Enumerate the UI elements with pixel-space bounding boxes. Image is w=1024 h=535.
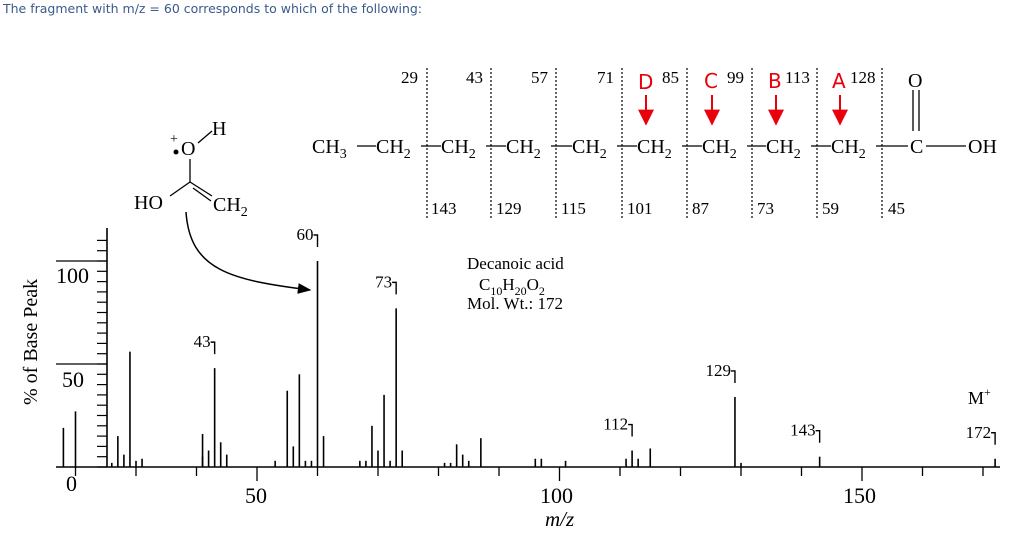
fragment-mass-top: 71 <box>597 68 614 87</box>
cleavage-lines <box>426 68 883 218</box>
fragment-mass-top: 85 <box>662 68 679 87</box>
fragment-mass-bottom: 45 <box>888 199 905 218</box>
ion-charge: + <box>170 132 178 147</box>
radical-dot <box>173 149 179 155</box>
x-tick-label-50: 50 <box>245 483 267 508</box>
x-tick-label-150: 150 <box>843 483 876 508</box>
carboxyl-carbon: C <box>910 136 923 158</box>
bottom-fragment-masses: 143 129 115 101 87 73 59 45 <box>431 199 905 218</box>
compound-mol-wt: Mol. Wt.: 172 <box>467 294 563 313</box>
peak-label-hook <box>730 370 736 383</box>
x-axis-label: m/z <box>545 507 574 531</box>
peak-label-hook <box>991 432 996 445</box>
option-marker-d: D <box>638 70 653 94</box>
compound-name: Decanoic acid <box>467 254 564 273</box>
peak-label: 73 <box>375 272 392 291</box>
chain-group-ch2: CH2 <box>766 136 801 162</box>
fragment-mass-bottom: 59 <box>822 199 839 218</box>
chain-bonds <box>357 90 966 147</box>
peak-labels: 43 60 73 112 129 143 172 <box>194 225 996 445</box>
fragment-mass-bottom: 73 <box>757 199 774 218</box>
chain-group-ch2: CH2 <box>831 136 866 162</box>
ion-hydrogen: H <box>212 118 226 140</box>
mclafferty-ion-structure: H O + HO CH2 <box>134 118 312 294</box>
x-tick-label-100: 100 <box>540 483 573 508</box>
fragment-mass-bottom: 129 <box>496 199 522 218</box>
chain-group-ch2: CH2 <box>702 136 737 162</box>
option-marker-b: B <box>768 69 782 93</box>
option-marker-c: C <box>704 69 718 93</box>
fragment-mass-top: 29 <box>401 68 418 87</box>
top-fragment-masses: 29 43 57 71 85 99 113 128 <box>401 68 876 87</box>
peak-label-hook <box>210 341 216 355</box>
molecular-ion-label: M+ <box>968 385 991 408</box>
fragment-mass-top: 113 <box>785 68 810 87</box>
ion-hydroxyl: HO <box>134 192 163 214</box>
peak-label-hook <box>392 281 397 295</box>
y-tick-label-0: 0 <box>66 471 77 496</box>
spectrum-peaks <box>62 261 996 467</box>
chain-group-ch2: CH2 <box>572 136 607 162</box>
chain-ch2-groups: CH2 CH2 CH2 CH2 CH2 CH2 CH2 CH2 <box>376 136 866 162</box>
question-text: The fragment with m/z = 60 corresponds t… <box>3 1 423 16</box>
peak-label-hook <box>815 430 821 443</box>
fragment-mass-top: 128 <box>850 68 876 87</box>
chain-group-ch2: CH2 <box>506 136 541 162</box>
fragment-mass-bottom: 87 <box>692 199 710 218</box>
decanoic-acid-structure: CH3 CH2 CH2 CH2 CH2 CH2 CH2 CH2 CH2 C OH… <box>312 68 997 218</box>
y-axis-label: % of Base Peak <box>20 279 42 405</box>
fragment-mass-top: 43 <box>466 68 483 87</box>
chain-group-ch2: CH2 <box>637 136 672 162</box>
chain-group-ch2: CH2 <box>441 136 476 162</box>
peak-label: 129 <box>705 361 731 380</box>
fragment-mass-top: 57 <box>531 68 549 87</box>
fragment-mass-bottom: 115 <box>561 199 586 218</box>
peak-label: 43 <box>194 332 211 351</box>
fragment-mass-bottom: 101 <box>627 199 653 218</box>
peak-label: 143 <box>790 421 816 440</box>
chart-axes: 100 50 0 50 100 150 m/z % of Base Peak <box>20 228 1000 531</box>
fragment-mass-bottom: 143 <box>431 199 457 218</box>
compound-info: Decanoic acid C10H20O2 Mol. Wt.: 172 <box>467 254 564 313</box>
peak-label: 172 <box>966 423 992 442</box>
assignment-arrow <box>185 211 312 294</box>
hydroxyl-group: OH <box>968 136 997 158</box>
option-marker-a: A <box>832 69 846 93</box>
carbonyl-oxygen: O <box>908 70 922 92</box>
fragment-mass-top: 99 <box>727 68 744 87</box>
peak-label-hook <box>313 234 319 247</box>
ion-methylene: CH2 <box>213 194 248 220</box>
chain-group-ch2: CH2 <box>376 136 411 162</box>
chain-group-ch3: CH3 <box>312 136 347 162</box>
option-markers: D C B A <box>638 69 848 126</box>
peak-label-hook <box>628 423 633 437</box>
y-tick-label-50: 50 <box>62 367 84 392</box>
ion-oxygen: O <box>181 138 195 160</box>
peak-label: 112 <box>603 415 628 434</box>
peak-label: 60 <box>297 225 314 244</box>
y-tick-label-100: 100 <box>56 263 89 288</box>
